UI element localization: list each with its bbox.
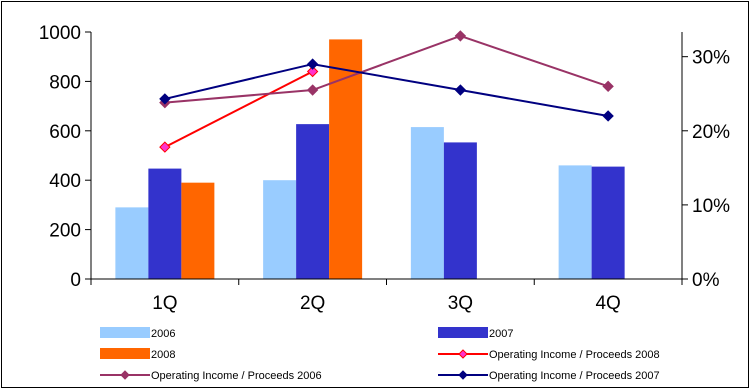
bar-2006-2q xyxy=(263,180,297,279)
y-tick-label-600: 600 xyxy=(49,122,81,143)
marker-operating-income-proceeds-2007-1 xyxy=(306,58,319,70)
bar-2006-4q xyxy=(558,165,592,279)
y-tick-label-400: 400 xyxy=(49,171,81,192)
line-operating-income-proceeds-2008 xyxy=(164,70,314,148)
y-tick-label-800: 800 xyxy=(49,72,81,93)
y-tick-label-1000: 1000 xyxy=(39,23,81,44)
marker-operating-income-proceeds-2007-0 xyxy=(159,93,171,105)
marker-operating-income-proceeds-2006-3 xyxy=(602,80,614,93)
marker-operating-income-proceeds-2006-1 xyxy=(306,84,319,96)
x-tick-label-1q: 1Q xyxy=(152,293,177,314)
lines xyxy=(159,30,614,153)
legend-label-operating-income-proceeds-2008: Operating Income / Proceeds 2008 xyxy=(489,349,660,361)
legend-label-2006: 2006 xyxy=(151,328,175,340)
marker-operating-income-proceeds-2008-0 xyxy=(159,141,171,153)
legend-swatch-2006 xyxy=(100,327,150,338)
marker-operating-income-proceeds-2006-2 xyxy=(454,30,467,42)
line-operating-income-proceeds-2007 xyxy=(164,63,609,117)
bar-2006-1q xyxy=(115,207,149,279)
legend-item-operating-income-proceeds-2007: Operating Income / Proceeds 2007 xyxy=(438,370,660,382)
legend: 2006 2007 2008 Operating Income / Proceeds … xyxy=(100,327,660,382)
legend-item-operating-income-proceeds-2008: Operating Income / Proceeds 2008 xyxy=(438,349,660,361)
legend-label-operating-income-proceeds-2007: Operating Income / Proceeds 2007 xyxy=(489,370,660,382)
bar-2007-4q xyxy=(591,166,625,279)
legend-marker-operating-income-proceeds-2006 xyxy=(120,370,130,380)
legend-label-2007: 2007 xyxy=(489,328,513,340)
legend-swatch-2007 xyxy=(438,327,488,338)
y2-tick-label-0: 0% xyxy=(692,270,720,291)
legend-item-2006: 2006 xyxy=(100,327,175,340)
legend-marker-operating-income-proceeds-2007 xyxy=(458,370,468,380)
marker-operating-income-proceeds-2007-3 xyxy=(602,110,614,122)
x-tick-label-2q: 2Q xyxy=(300,293,325,314)
y2-tick-label-2: 20% xyxy=(692,122,730,143)
y2-tick-label-3: 30% xyxy=(692,48,730,69)
y2-tick-label-1: 10% xyxy=(692,196,730,217)
marker-operating-income-proceeds-2008-1 xyxy=(306,65,319,78)
y-tick-label-200: 200 xyxy=(49,221,81,242)
y-tick-label-0: 0 xyxy=(70,270,81,291)
bar-2007-2q xyxy=(296,124,330,279)
bars xyxy=(115,39,625,279)
legend-item-2007: 2007 xyxy=(438,327,513,340)
bar-2007-1q xyxy=(148,168,182,279)
legend-item-operating-income-proceeds-2006: Operating Income / Proceeds 2006 xyxy=(100,370,322,382)
bar-2007-3q xyxy=(443,142,477,279)
marker-operating-income-proceeds-2007-2 xyxy=(454,84,467,96)
bar-2008-1q xyxy=(181,182,215,279)
x-tick-label-4q: 4Q xyxy=(595,293,620,314)
bar-2006-3q xyxy=(410,127,444,279)
legend-marker-operating-income-proceeds-2008 xyxy=(458,349,468,359)
legend-item-2008: 2008 xyxy=(100,348,175,361)
x-tick-label-3q: 3Q xyxy=(448,293,473,314)
legend-label-2008: 2008 xyxy=(151,349,175,361)
axes: 0 200 400 600 800 1000 0% 10% 20% 30% 1Q 2Q 3Q 4Q xyxy=(39,23,730,314)
bar-2008-2q xyxy=(329,39,363,279)
legend-label-operating-income-proceeds-2006: Operating Income / Proceeds 2006 xyxy=(151,370,322,382)
legend-swatch-2008 xyxy=(100,348,150,359)
line-operating-income-proceeds-2006 xyxy=(164,34,609,104)
